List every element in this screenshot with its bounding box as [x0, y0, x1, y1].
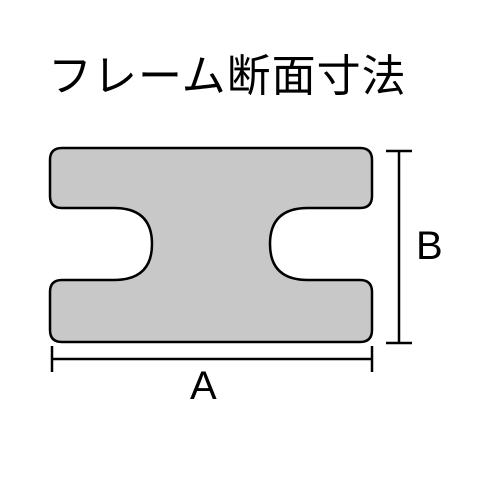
dimension-a-label: A [190, 364, 217, 409]
dimension-b-label: B [416, 224, 443, 269]
diagram-title: フレーム断面寸法 [48, 40, 407, 104]
dimension-a: A [48, 340, 368, 410]
diagram-container: フレーム断面寸法 B A [0, 0, 500, 500]
diagram-area: B A [48, 140, 458, 450]
dimension-b: B [384, 148, 454, 342]
ibeam-shape [48, 140, 374, 350]
